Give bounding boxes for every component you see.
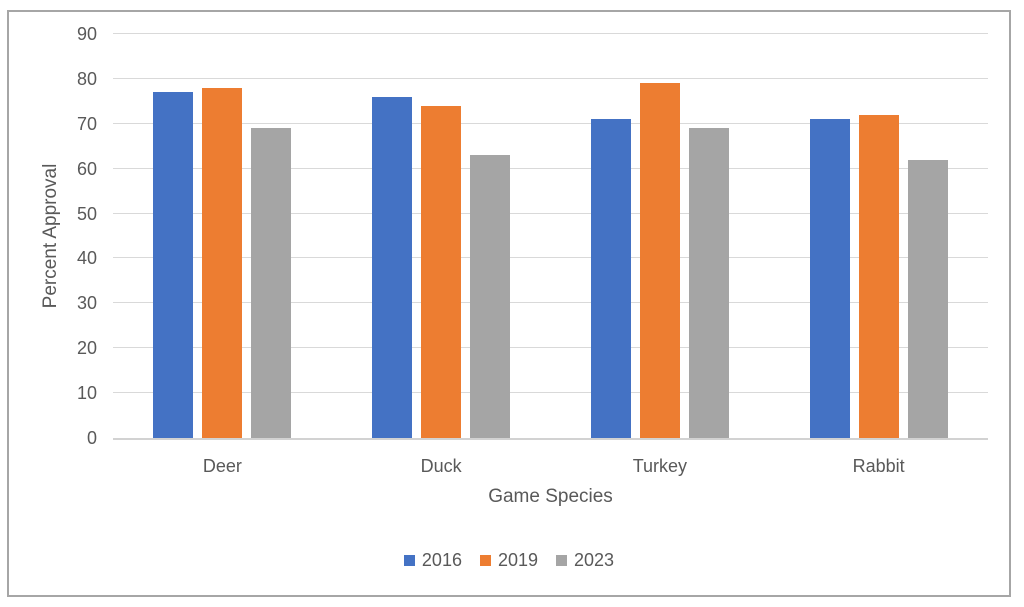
y-tick-label-10: 10 <box>76 383 97 404</box>
gridline-80 <box>113 77 988 79</box>
category-slot-deer <box>113 34 332 438</box>
category-slot-duck <box>332 34 551 438</box>
bar-2016-rabbit <box>809 119 850 438</box>
bar-2023-duck <box>470 155 511 438</box>
bar-2016-deer <box>153 92 194 438</box>
chart-frame: Percent Approval 0 10 20 30 40 50 60 70 80 90 Dee… <box>7 10 1011 597</box>
y-tick-label-70: 70 <box>76 113 97 134</box>
y-tick-label-90: 90 <box>76 24 97 44</box>
legend-item-2019: 2019 <box>479 550 539 571</box>
bar-2016-duck <box>372 96 413 438</box>
plot-area <box>113 33 988 440</box>
gridline-50 <box>113 212 988 214</box>
gridline-60 <box>113 167 988 169</box>
bar-2016-turkey <box>590 119 631 438</box>
bar-clusters <box>113 34 988 438</box>
y-tick-label-40: 40 <box>76 248 97 269</box>
bar-2019-turkey <box>639 83 680 438</box>
y-tick-label-60: 60 <box>76 158 97 179</box>
gridline-90 <box>113 33 988 34</box>
gridline-40 <box>113 257 988 259</box>
legend-label-2023: 2023 <box>574 550 615 570</box>
legend-item-2023: 2023 <box>556 550 614 571</box>
bar-2019-duck <box>421 105 462 438</box>
y-tick-label-80: 80 <box>76 68 97 89</box>
legend-swatch-2019 <box>479 555 491 566</box>
category-slot-rabbit <box>769 34 988 438</box>
category-slot-turkey <box>551 34 770 438</box>
y-axis-tick-labels: 0 10 20 30 40 50 60 70 80 90 <box>9 12 97 595</box>
legend-swatch-2023 <box>556 555 568 566</box>
legend-label-2019: 2019 <box>497 550 539 570</box>
gridline-10 <box>113 392 988 394</box>
bar-2023-rabbit <box>907 159 948 438</box>
gridline-30 <box>113 302 988 304</box>
legend-item-2016: 2016 <box>403 550 462 571</box>
y-tick-label-30: 30 <box>76 293 97 314</box>
x-axis-category-labels: Deer Duck Turkey Rabbit <box>113 456 988 477</box>
x-category-label-turkey: Turkey <box>632 456 688 476</box>
bar-2019-rabbit <box>858 114 899 438</box>
bar-2023-turkey <box>688 128 729 438</box>
bar-2019-deer <box>202 87 243 438</box>
y-tick-label-0: 0 <box>86 428 97 448</box>
legend: 2016 2019 2023 <box>9 550 1009 571</box>
x-axis-title: Game Species <box>488 486 613 507</box>
legend-swatch-2016 <box>403 555 415 566</box>
y-tick-label-50: 50 <box>76 203 97 224</box>
x-category-label-duck: Duck <box>420 456 462 476</box>
gridline-20 <box>113 347 988 349</box>
x-category-label-rabbit: Rabbit <box>852 456 905 476</box>
legend-label-2016: 2016 <box>421 550 462 570</box>
bar-2023-deer <box>251 128 292 438</box>
x-category-label-deer: Deer <box>202 456 242 476</box>
y-tick-label-20: 20 <box>76 338 97 359</box>
gridline-70 <box>113 122 988 124</box>
